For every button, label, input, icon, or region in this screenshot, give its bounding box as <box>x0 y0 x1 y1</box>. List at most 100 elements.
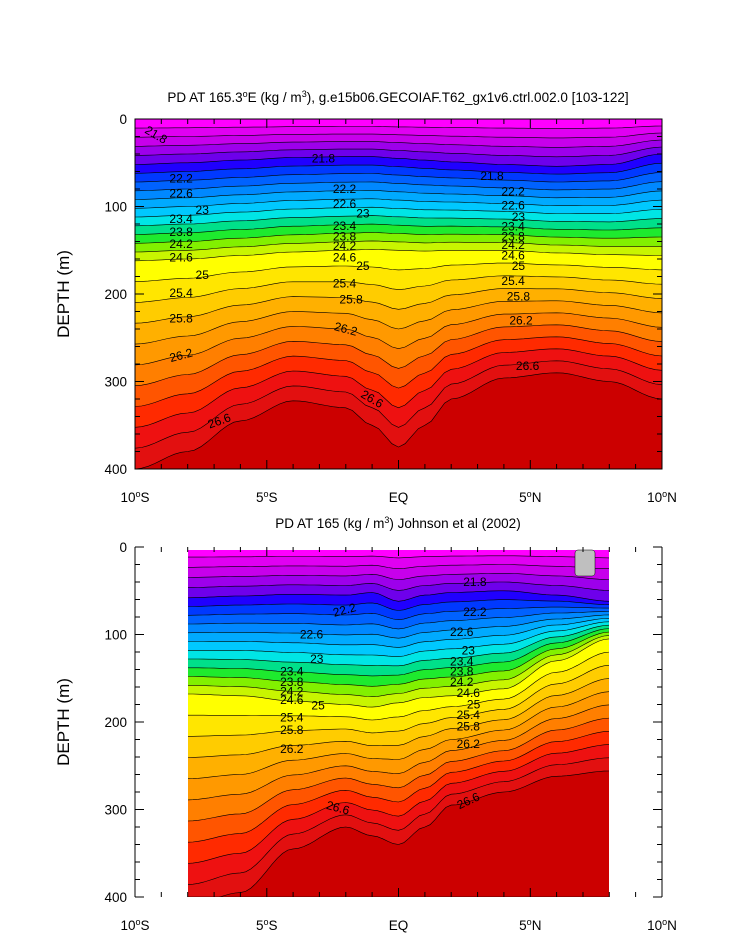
x-tick-label: 10oS <box>120 489 149 505</box>
y-axis-label-model: DEPTH (m) <box>54 250 73 338</box>
x-tick-label: 5oN <box>519 917 541 933</box>
contour-line <box>135 288 662 324</box>
contour-label: 23.4 <box>280 664 304 678</box>
contour-label: 22.2 <box>333 182 357 196</box>
contour-line <box>188 635 609 698</box>
contour-label: 25.4 <box>333 277 357 291</box>
contour-label: 23 <box>356 207 370 221</box>
y-tick-label: 400 <box>104 462 127 477</box>
y-tick-label: 200 <box>104 715 127 730</box>
contour-label: 23.8 <box>169 225 193 239</box>
contour-line <box>135 223 662 235</box>
y-tick-label: 0 <box>119 112 127 127</box>
contour-line <box>188 624 609 667</box>
contour-label: 26.2 <box>280 742 304 756</box>
contour-label: 22.2 <box>501 185 525 199</box>
contour-line <box>188 631 609 687</box>
contour-label: 22.6 <box>501 199 525 213</box>
panel-observed: PD AT 165 (kg / m3) Johnson et al (2002)… <box>54 515 677 933</box>
contour-line <box>135 372 662 469</box>
contour-line <box>188 638 609 708</box>
missing-data-patch <box>574 549 596 577</box>
contour-label: 25.4 <box>280 711 304 725</box>
x-tick-label: 5oN <box>519 489 541 505</box>
contour-line <box>188 581 609 591</box>
contour-label: 24.6 <box>457 686 481 700</box>
contour-label: 23.8 <box>280 675 304 689</box>
y-tick-label: 200 <box>104 287 127 302</box>
y-tick-label: 100 <box>104 628 127 643</box>
contour-label: 25 <box>311 698 325 712</box>
contour-label: 21.8 <box>480 169 504 183</box>
contour-field-model <box>135 119 662 469</box>
x-tick-label: EQ <box>389 490 409 505</box>
x-tick-label: 5oS <box>256 917 278 933</box>
contour-line <box>135 275 662 303</box>
contour-line <box>188 678 609 758</box>
contour-label: 22.6 <box>169 186 193 200</box>
contour-label: 23 <box>462 643 476 657</box>
contour-label: 23 <box>512 210 526 224</box>
contour-line <box>135 146 662 158</box>
contour-label: 23.4 <box>450 655 474 669</box>
contour-label: 26.2 <box>333 319 359 339</box>
contour-label: 25.8 <box>339 292 363 306</box>
contour-line <box>135 139 662 148</box>
contour-label: 24.6 <box>333 250 357 264</box>
contour-label: 26.6 <box>516 359 540 373</box>
contour-label: 25.4 <box>501 274 525 288</box>
y-ticks-observed: 0 100 200 300 400 <box>104 540 662 905</box>
contour-label: 24.2 <box>450 675 474 689</box>
contour-label: 24.6 <box>169 250 193 264</box>
contour-line <box>188 744 609 864</box>
contour-label: 24.6 <box>280 693 304 707</box>
contour-label: 25.4 <box>457 708 481 722</box>
contour-line <box>188 572 609 580</box>
chart-title-model: PD AT 165.3oE (kg / m3), g.e15b06.GECOIA… <box>167 89 628 105</box>
contour-label: 23.4 <box>169 212 193 226</box>
contour-line <box>135 215 662 227</box>
contour-label: 25.8 <box>280 723 304 737</box>
contour-label: 24.2 <box>169 237 193 251</box>
contour-line <box>188 704 609 801</box>
contour-label: 25 <box>356 259 370 273</box>
contour-label: 26.6 <box>325 798 351 818</box>
contour-label: 21.8 <box>463 575 487 589</box>
contour-labels-model: 21.821.821.822.222.2 22.222.622.6 22.623 23… <box>142 123 539 432</box>
contour-line <box>135 336 662 407</box>
contour-label: 22.2 <box>169 172 193 186</box>
contour-label: 23.4 <box>501 220 525 234</box>
contour-label: 23 <box>310 652 324 666</box>
y-ticks-model: 0 100 200 300 400 <box>104 112 662 477</box>
contour-line <box>135 249 662 262</box>
contour-labels-observed: 21.822.2 22.222.6 22.6232323.423.423.823.8… <box>280 575 487 818</box>
contour-line <box>188 691 609 779</box>
x-tick-label: 10oN <box>647 489 677 505</box>
contour-line <box>188 628 609 677</box>
contour-line <box>188 651 609 721</box>
contour-line <box>188 611 609 630</box>
contour-line <box>135 348 662 428</box>
contour-label: 25.8 <box>169 312 193 326</box>
y-tick-label: 300 <box>104 803 127 818</box>
y-tick-label: 300 <box>104 375 127 390</box>
x-tick-label: 5oS <box>256 489 278 505</box>
contour-line <box>188 606 609 621</box>
contour-line <box>135 312 662 366</box>
contour-line <box>135 198 662 209</box>
contour-label: 22.6 <box>450 625 474 639</box>
chart-title-observed: PD AT 165 (kg / m3) Johnson et al (2002) <box>275 515 520 531</box>
contour-label: 25.8 <box>507 290 531 304</box>
contour-line <box>135 240 662 253</box>
contour-line <box>135 360 662 449</box>
contour-line <box>188 757 609 885</box>
contour-label: 22.6 <box>300 628 324 642</box>
contour-line <box>135 190 662 200</box>
contour-label: 24.2 <box>501 238 525 252</box>
contour-label: 24.6 <box>501 249 525 263</box>
contour-label: 21.8 <box>312 151 336 165</box>
contour-label: 26.2 <box>168 345 194 365</box>
x-tick-label: 10oN <box>647 917 677 933</box>
contour-label: 24.2 <box>280 684 304 698</box>
contour-label: 23 <box>196 203 210 217</box>
